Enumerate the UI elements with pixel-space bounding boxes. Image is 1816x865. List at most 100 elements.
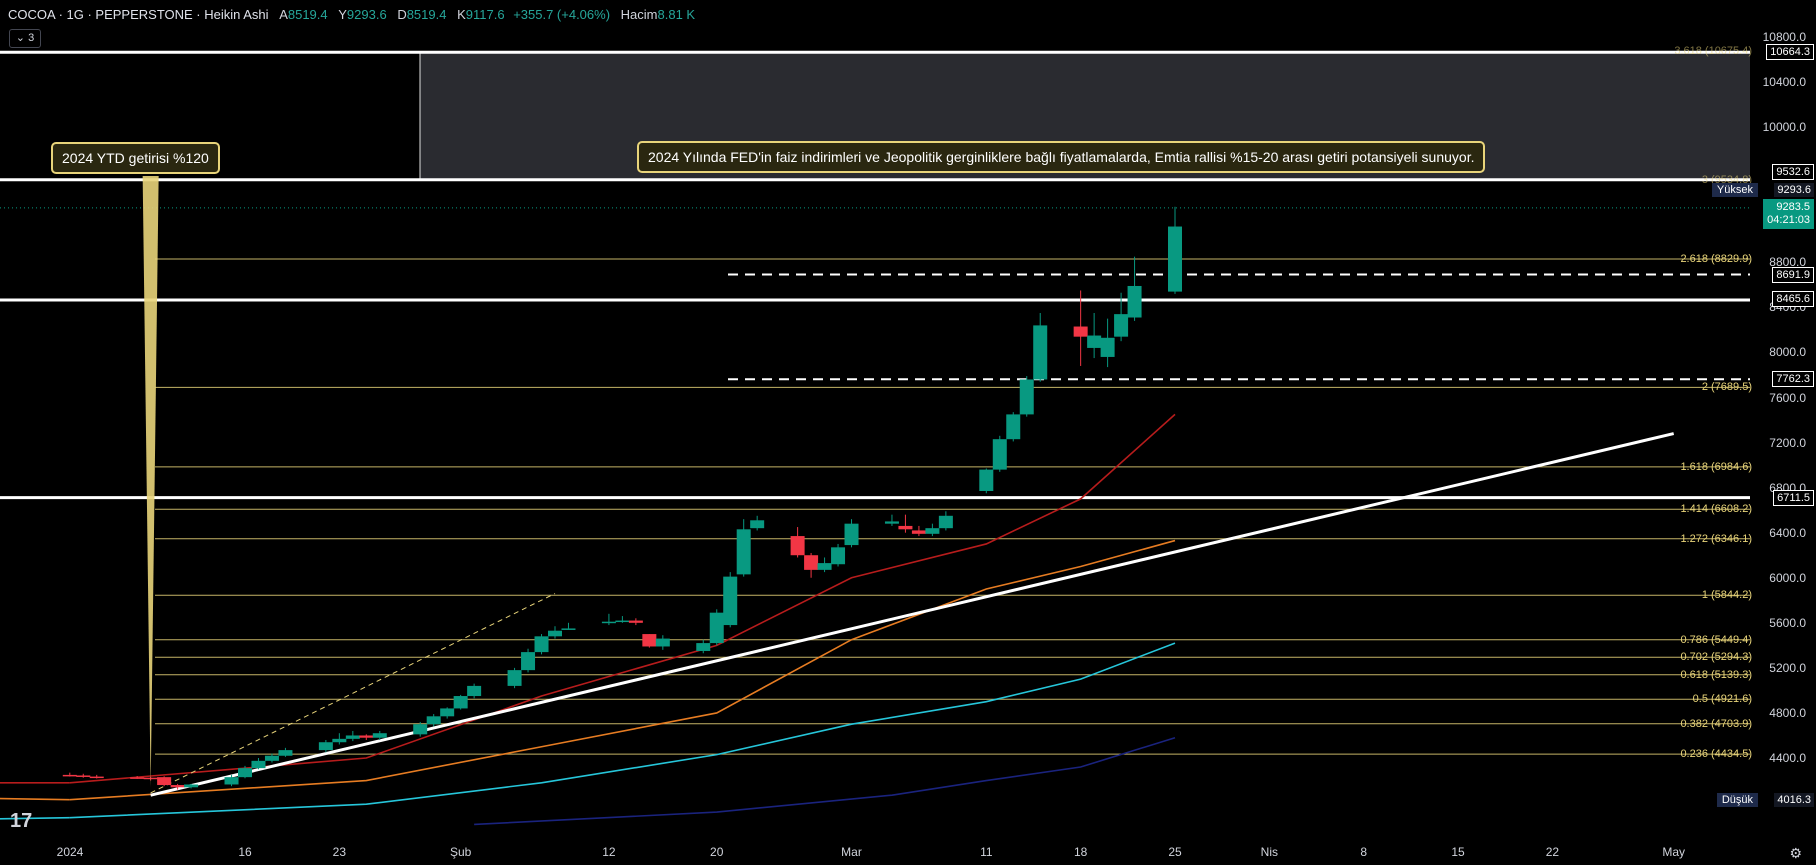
candle-body <box>1019 379 1034 415</box>
close-value: 9117.6 <box>465 7 505 22</box>
high-label: Y <box>338 7 347 22</box>
x-tick-label: 11 <box>980 845 993 859</box>
candle-body <box>345 735 360 739</box>
candle-body <box>1006 414 1021 440</box>
price-box-9532: 9532.6 <box>1772 164 1814 180</box>
x-tick-label: Şub <box>449 845 472 859</box>
candle-body <box>170 785 185 788</box>
y-tick-label: 5200.0 <box>1769 660 1806 675</box>
candle-body <box>884 521 899 524</box>
candle-body <box>224 777 239 785</box>
candle-body <box>332 738 347 743</box>
moving-average-line <box>474 736 1176 826</box>
bar-countdown: 04:21:03 <box>1767 214 1810 226</box>
indicator-count: 3 <box>28 32 35 44</box>
candle-body <box>979 469 994 492</box>
candle-body <box>278 750 293 756</box>
candle-body <box>157 777 172 786</box>
candle-body <box>413 724 428 735</box>
fib-label: 0.382 (4703.9) <box>1680 717 1752 730</box>
candle-body <box>655 638 670 647</box>
candle-body <box>1168 226 1182 292</box>
y-tick-label: 8800.0 <box>1769 255 1806 270</box>
x-tick-label: 16 <box>238 845 252 859</box>
fib-label: 0.618 (5139.3) <box>1680 668 1752 681</box>
low-tag: Düşük <box>1716 793 1758 807</box>
x-tick-label: 22 <box>1545 845 1560 859</box>
candle-body <box>911 530 926 534</box>
candle-body <box>1033 325 1048 380</box>
candle-body <box>601 621 616 624</box>
fib-label: 2 (7689.5) <box>1701 381 1752 394</box>
high-tag: Yüksek <box>1711 183 1758 197</box>
fib-label-faded: 3.618 (10675.4) <box>1674 45 1752 58</box>
candle-body <box>925 528 940 534</box>
x-tick-label: 23 <box>332 845 347 859</box>
fib-label: 1 (5844.2) <box>1701 589 1752 602</box>
x-tick-label: 20 <box>710 845 724 859</box>
candle-body <box>736 529 751 575</box>
candle-body <box>359 735 374 738</box>
candle-body <box>467 685 482 697</box>
chart-settings-icon[interactable]: ⚙ <box>1789 845 1802 861</box>
x-tick-label: 8 <box>1360 845 1368 859</box>
candle-body <box>1127 285 1142 318</box>
candle-body <box>817 563 832 570</box>
high-value: 9293.6 <box>346 7 387 22</box>
chart-header: COCOA · 1G · PEPPERSTONE · Heikin Ashi A… <box>8 7 695 22</box>
ytd-callout[interactable]: 2024 YTD getirisi %120 <box>51 142 220 174</box>
candle-body <box>628 620 643 623</box>
candle-body <box>723 576 738 626</box>
candle-body <box>76 775 91 777</box>
price-box-10664: 10664.3 <box>1766 44 1814 60</box>
low-value: 8519.4 <box>406 7 447 22</box>
moving-average-line <box>0 816 70 820</box>
high-price-box: 9293.6 <box>1774 183 1814 197</box>
volume-value: 8.81 K <box>657 7 696 22</box>
candle-body <box>1073 326 1088 337</box>
low-price-box: 4016.3 <box>1774 793 1814 807</box>
low-label: D <box>397 7 407 22</box>
candle-body <box>372 733 387 738</box>
symbol-title[interactable]: COCOA · 1G · PEPPERSTONE · Heikin Ashi <box>8 7 269 22</box>
candle-body <box>1100 337 1115 357</box>
candle-body <box>642 634 657 647</box>
candle-body <box>184 784 199 788</box>
y-tick-label: 4800.0 <box>1769 705 1806 720</box>
fib-label: 1.618 (6984.6) <box>1680 460 1752 473</box>
candle-body <box>264 755 279 761</box>
candle-body <box>898 525 913 530</box>
fib-label-faded: 3 (9534.8) <box>1701 173 1752 186</box>
price-box-7762: 7762.3 <box>1772 371 1814 387</box>
close-label: K <box>457 7 466 22</box>
price-box-6711: 6711.5 <box>1773 490 1814 506</box>
candle-body <box>440 708 455 717</box>
candle-body <box>89 776 104 779</box>
candle-body <box>1087 335 1102 348</box>
y-tick-label: 10800.0 <box>1762 30 1806 44</box>
moving-average-line <box>0 797 70 801</box>
y-tick-label: 7200.0 <box>1769 435 1806 450</box>
fib-label: 2.618 (8829.9) <box>1680 252 1752 265</box>
outlook-callout[interactable]: 2024 Yılında FED'in faiz indirimleri ve … <box>637 141 1486 173</box>
tradingview-logo-icon[interactable]: 17 <box>10 810 33 832</box>
candle-body <box>521 652 536 671</box>
candle-body <box>938 515 953 529</box>
candle-body <box>453 696 468 709</box>
price-box-8691: 8691.9 <box>1772 267 1814 283</box>
y-tick-label: 4400.0 <box>1769 751 1806 765</box>
moving-average-line <box>69 413 1176 784</box>
open-label: A <box>279 7 288 22</box>
change-value: +355.7 (+4.06%) <box>513 7 611 22</box>
chevron-down-icon: ⌄ <box>15 32 26 44</box>
x-tick-label: Mar <box>841 845 862 859</box>
current-price: 9283.5 <box>1776 201 1810 213</box>
x-tick-label: Nis <box>1260 845 1279 859</box>
candle-body <box>1114 314 1129 337</box>
indicators-collapse-button[interactable]: ⌄ 3 <box>9 29 41 48</box>
fib-label: 0.236 (4434.5) <box>1680 748 1752 761</box>
y-tick-label: 10000.0 <box>1762 120 1806 135</box>
candle-body <box>615 620 630 623</box>
x-tick-label: 2024 <box>56 845 84 859</box>
